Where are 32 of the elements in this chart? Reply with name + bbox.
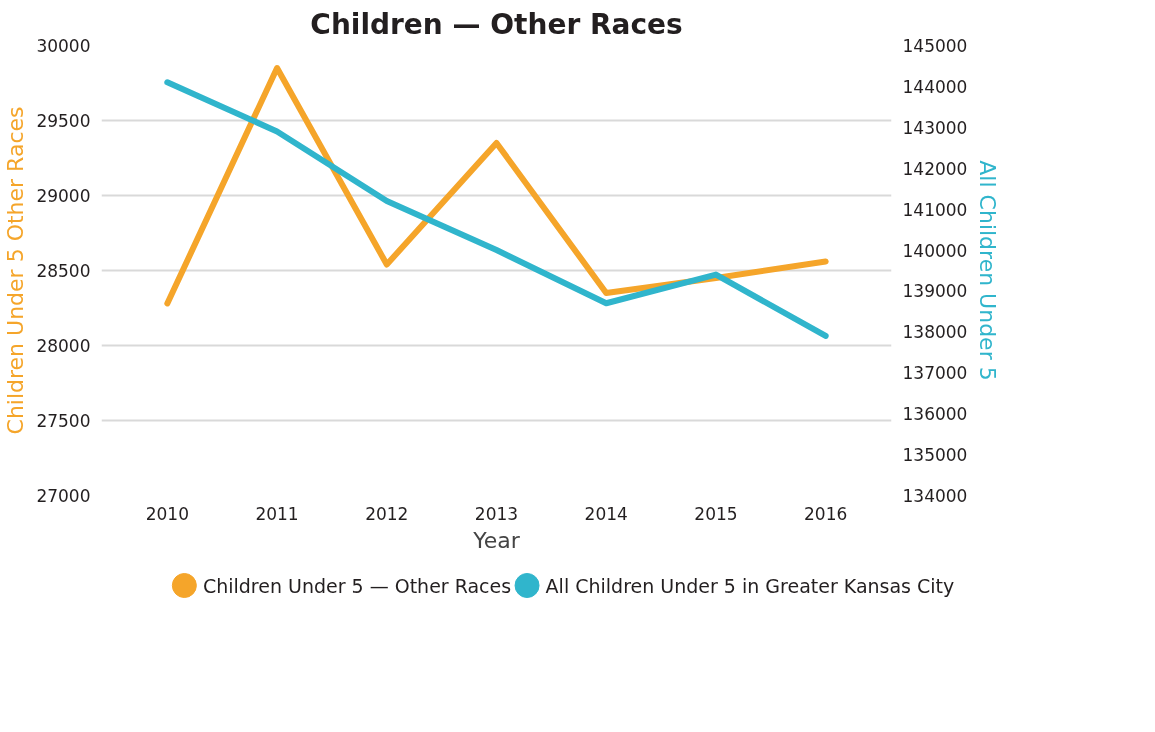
y2-axis-title: All Children Under 5 (975, 160, 1001, 381)
y2-tick-label: 137000 (902, 363, 968, 384)
x-tick-label: 2015 (694, 503, 738, 524)
y-axis-title: Children Under 5 Other Races (3, 106, 29, 435)
y2-tick-label: 136000 (902, 404, 968, 425)
y-tick-label: 29000 (36, 186, 91, 206)
y2-tick-label: 134000 (902, 486, 968, 506)
legend-label: Children Under 5 — Other Races (202, 574, 512, 597)
y-tick-label: 28500 (36, 261, 91, 281)
x-tick-label: 2010 (145, 503, 189, 524)
y-tick-label: 27000 (36, 486, 91, 506)
x-tick-label: 2014 (584, 503, 628, 524)
y2-tick-label: 143000 (902, 117, 968, 138)
legend-label: All Children Under 5 in Greater Kansas City (545, 574, 955, 597)
x-axis-title: Year (472, 527, 521, 553)
x-tick-label: 2011 (255, 503, 299, 524)
y2-tick-label: 144000 (902, 76, 968, 97)
x-tick-label: 2016 (804, 503, 848, 524)
chart-title: Children — Other Races (310, 7, 683, 41)
y-tick-label: 28000 (36, 336, 91, 356)
y2-tick-label: 135000 (902, 445, 968, 466)
x-tick-label: 2012 (365, 503, 409, 524)
y2-tick-label: 138000 (902, 322, 968, 343)
y2-tick-label: 139000 (902, 281, 968, 302)
y-tick-label: 30000 (36, 36, 91, 56)
y-tick-label: 27500 (36, 411, 91, 431)
y-tick-label: 29500 (36, 111, 91, 131)
y2-tick-label: 142000 (902, 158, 968, 179)
y2-tick-label: 141000 (902, 199, 968, 220)
x-tick-label: 2013 (474, 503, 519, 524)
y2-tick-label: 145000 (902, 36, 968, 56)
y2-tick-label: 140000 (902, 240, 968, 261)
